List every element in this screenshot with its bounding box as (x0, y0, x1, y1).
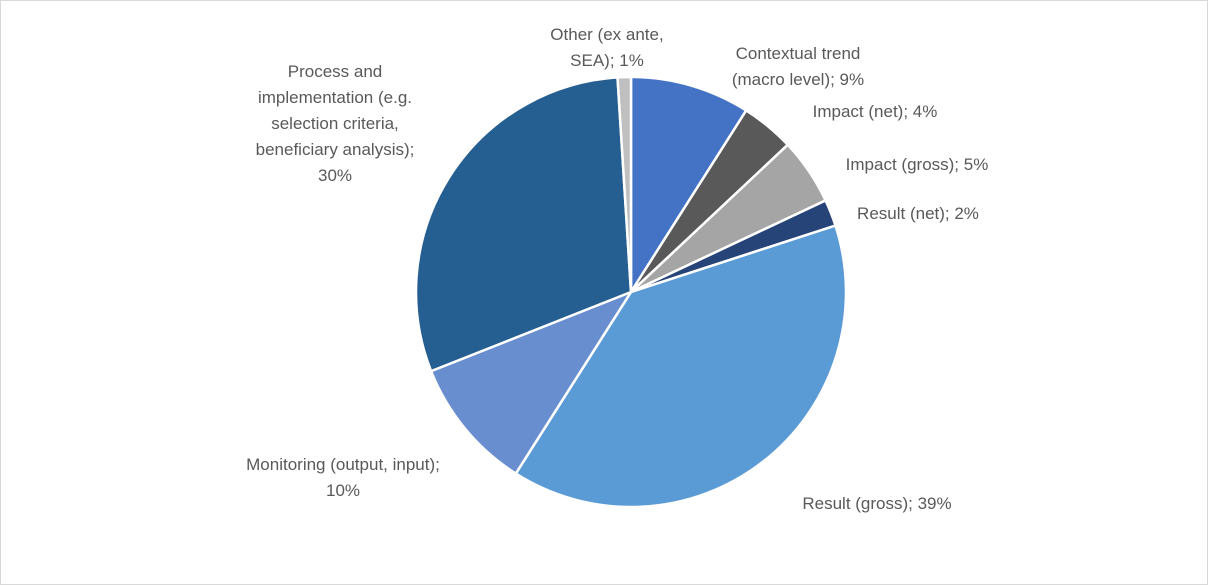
pie-slice (514, 223, 848, 509)
data-label: Monitoring (output, input); 10% (246, 455, 440, 500)
pie-slice (429, 289, 635, 476)
pie-slice (616, 75, 633, 293)
data-label: Result (net); 2% (857, 204, 979, 223)
data-label: Impact (gross); 5% (846, 155, 989, 174)
data-label: Contextual trend (macro level); 9% (732, 44, 864, 89)
pie-slice (414, 76, 633, 373)
data-label: Process and implementation (e.g. selection… (256, 62, 415, 185)
data-label: Other (ex ante, SEA); 1% (550, 25, 663, 70)
data-label: Result (gross); 39% (802, 494, 951, 513)
pie-slice (629, 75, 748, 297)
data-label: Impact (net); 4% (813, 102, 938, 121)
